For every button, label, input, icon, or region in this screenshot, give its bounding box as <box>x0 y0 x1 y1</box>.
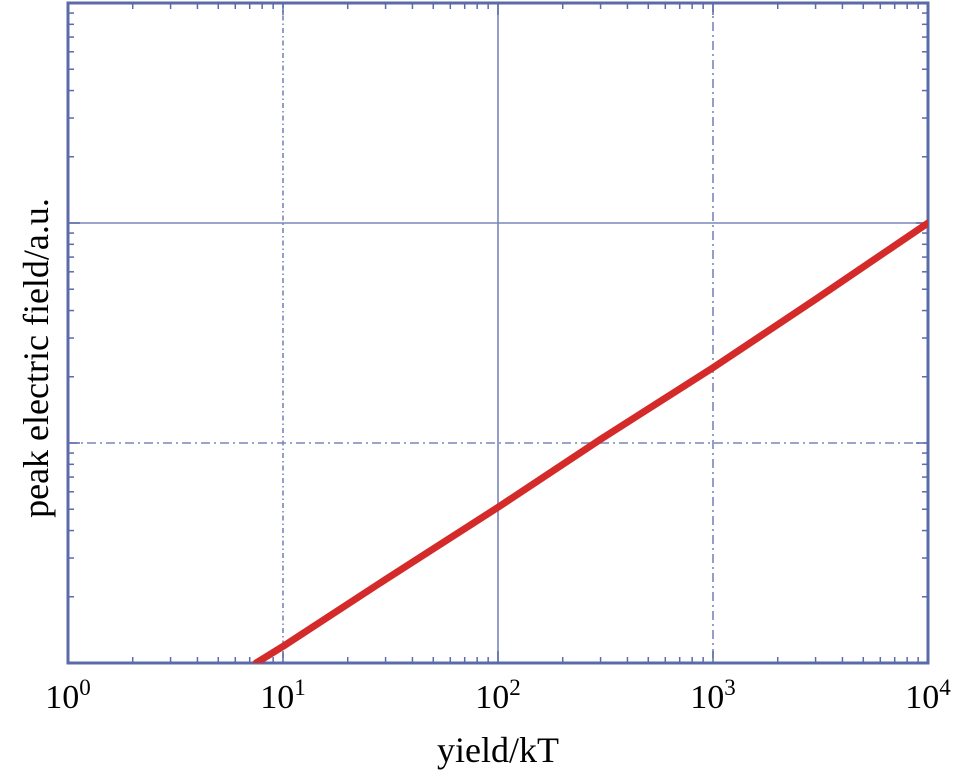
x-tick-label-base: 10 <box>905 679 939 716</box>
grid-lines <box>68 3 928 663</box>
x-tick-label-exponent: 1 <box>294 675 306 700</box>
plot-frame <box>66 1 930 665</box>
x-tick-label: 103 <box>690 675 736 716</box>
series-layer <box>252 219 928 663</box>
x-tick-label-base: 10 <box>475 679 509 716</box>
x-tick-label-base: 10 <box>45 679 79 716</box>
x-tick-label-exponent: 3 <box>724 675 736 700</box>
x-tick-label-base: 10 <box>260 679 294 716</box>
x-tick-label-exponent: 4 <box>939 675 951 700</box>
x-axis-label: yield/kT <box>437 730 559 770</box>
x-tick-label: 100 <box>45 675 91 716</box>
x-tick-label-base: 10 <box>690 679 724 716</box>
x-tick-labels: 100 101 102 103 104 <box>45 675 951 716</box>
x-tick-label-exponent: 0 <box>79 675 91 700</box>
x-tick-label: 104 <box>905 675 951 716</box>
y-axis-label: peak electric field/a.u. <box>16 198 56 518</box>
x-tick-label: 102 <box>475 675 521 716</box>
x-tick-label-exponent: 2 <box>509 675 521 700</box>
series-line <box>252 219 928 663</box>
x-tick-label: 101 <box>260 675 306 716</box>
